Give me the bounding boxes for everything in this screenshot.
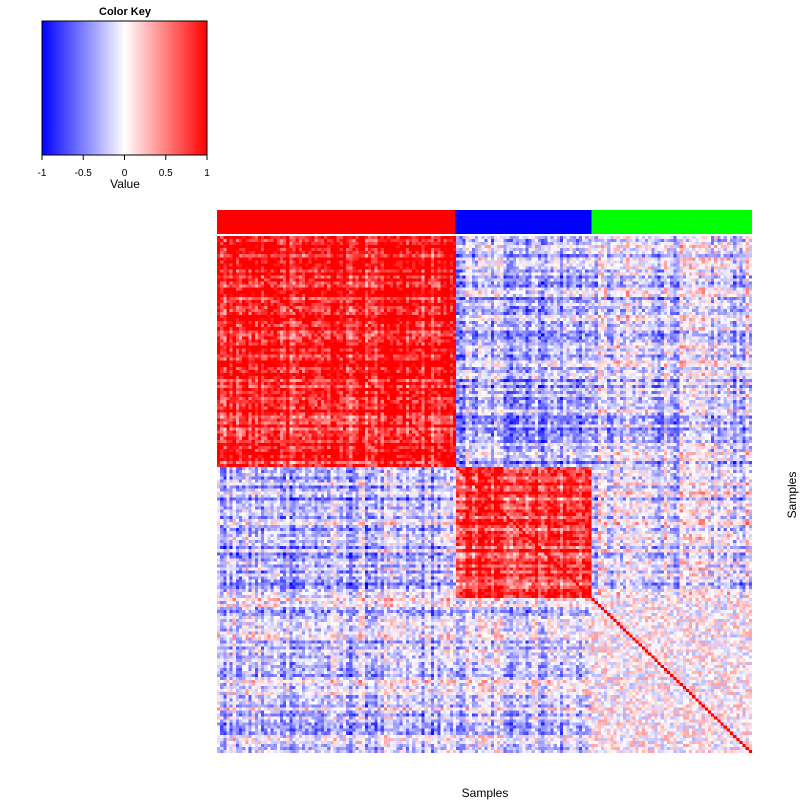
color-key-tick-label: 0: [122, 168, 128, 179]
color-key-title: Color Key: [99, 6, 152, 18]
x-axis-label: Samples: [462, 786, 509, 800]
color-key: Color Key -1 -0.5 0 0.5 1 Value: [38, 6, 211, 191]
group-color-bar: [217, 210, 752, 234]
color-key-axis: -1 -0.5 0 0.5 1: [38, 154, 210, 179]
color-key-tick-label: -0.5: [75, 168, 93, 179]
group-bar-segment: [591, 210, 752, 234]
group-bar-segment: [217, 210, 456, 234]
color-key-tick-label: 1: [204, 168, 210, 179]
color-key-tick-label: -1: [38, 168, 47, 179]
color-key-tick-label: 0.5: [159, 168, 173, 179]
group-bar-segment: [455, 210, 592, 234]
y-axis-label: Samples: [785, 472, 799, 519]
diagonal-line: [216, 235, 753, 754]
color-key-label: Value: [110, 177, 140, 191]
heatmap-body: [216, 235, 753, 754]
color-key-gradient: [41, 20, 208, 156]
